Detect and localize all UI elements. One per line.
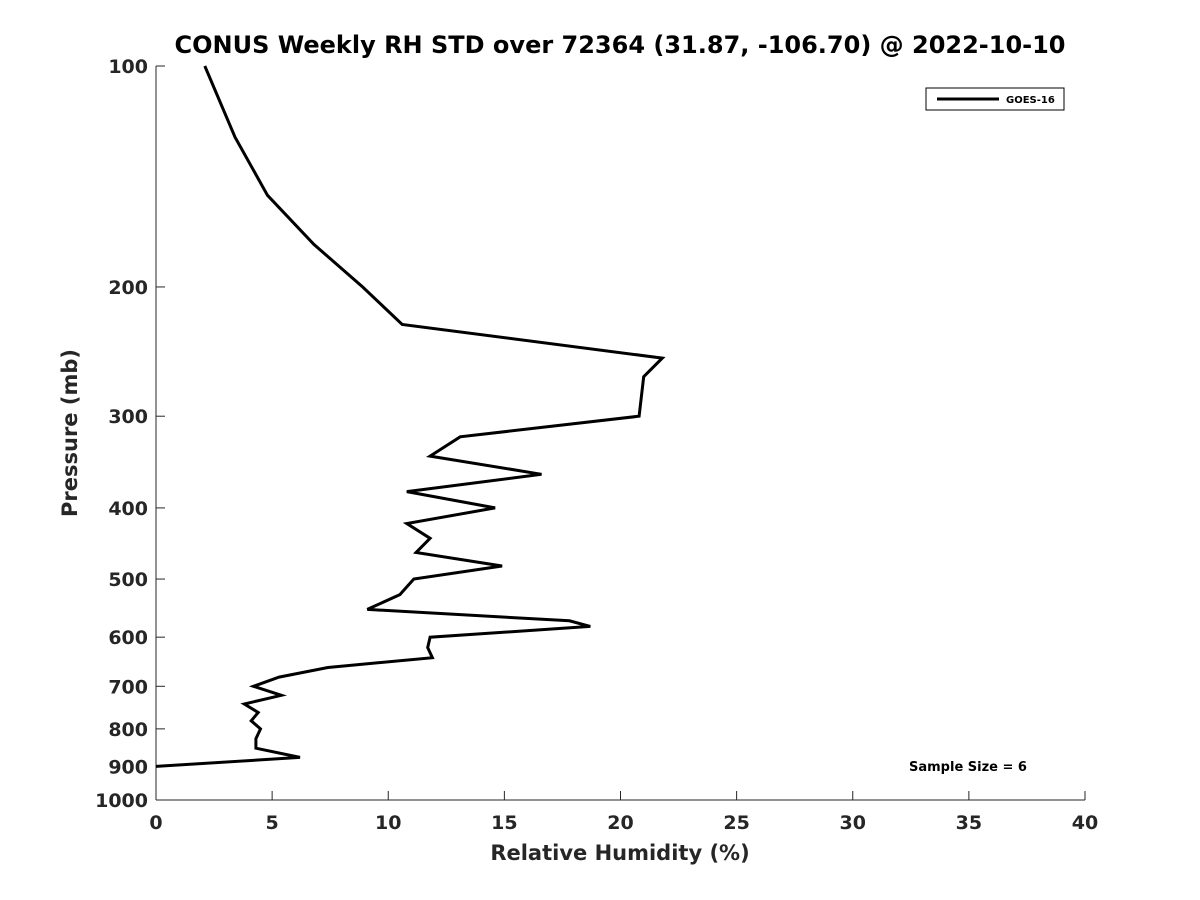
x-axis-ticks: 0 5 10 15 20 25 30 35 40	[149, 791, 1098, 834]
y-tick-label: 700	[108, 676, 148, 698]
y-tick-label: 300	[108, 406, 148, 428]
x-tick-label: 35	[956, 812, 982, 834]
x-tick-label: 25	[723, 812, 749, 834]
y-tick-label: 400	[108, 498, 148, 520]
y-axis-label: Pressure (mb)	[58, 349, 82, 517]
x-tick-label: 30	[840, 812, 866, 834]
y-tick-label: 900	[108, 756, 148, 778]
y-tick-label: 800	[108, 719, 148, 741]
x-tick-label: 15	[491, 812, 517, 834]
sample-size-annotation: Sample Size = 6	[909, 760, 1027, 775]
x-tick-label: 0	[149, 812, 162, 834]
x-tick-label: 40	[1072, 812, 1098, 834]
y-tick-label: 500	[108, 569, 148, 591]
x-tick-label: 20	[607, 812, 633, 834]
series-line-goes-16	[155, 65, 666, 768]
y-tick-label: 200	[108, 277, 148, 299]
series-group	[155, 65, 666, 768]
y-axis-ticks: 100 200 300 400 500 600 700 800 900 1000	[95, 56, 165, 812]
y-tick-label: 1000	[95, 790, 148, 812]
y-tick-label: 600	[108, 627, 148, 649]
chart-title: CONUS Weekly RH STD over 72364 (31.87, -…	[174, 31, 1065, 59]
plot-area	[155, 66, 1085, 801]
legend: GOES-16	[925, 87, 1065, 111]
y-tick-label: 100	[108, 56, 148, 78]
x-axis-label: Relative Humidity (%)	[490, 841, 749, 865]
x-tick-label: 10	[375, 812, 401, 834]
x-tick-label: 5	[266, 812, 279, 834]
legend-label: GOES-16	[1006, 95, 1055, 106]
